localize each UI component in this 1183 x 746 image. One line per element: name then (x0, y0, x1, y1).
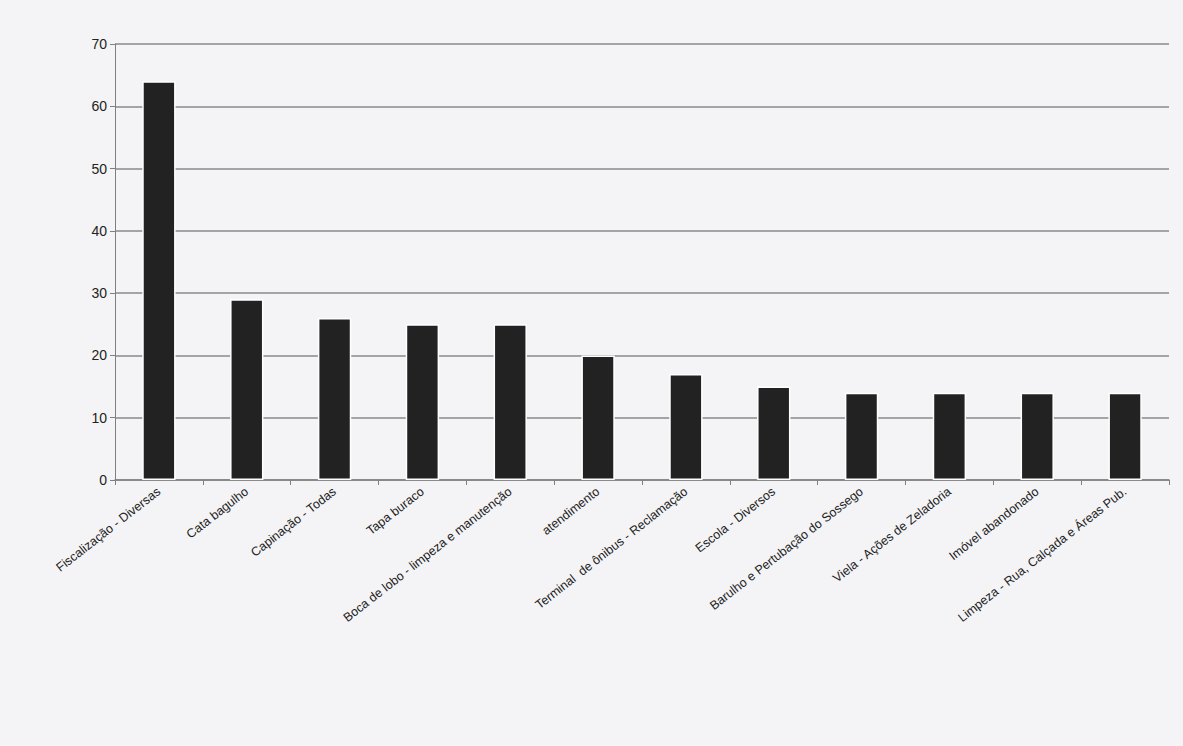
svg-text:30: 30 (91, 285, 107, 301)
svg-text:60: 60 (91, 98, 107, 114)
svg-text:Imóvel abandonado: Imóvel abandonado (946, 484, 1041, 563)
svg-text:atendimento: atendimento (540, 484, 603, 537)
svg-text:Viela - Ações de Zeladoria: Viela - Ações de Zeladoria (830, 484, 953, 585)
svg-text:Terminal de ônibus - Reclamaç: Terminal de ônibus - Reclamação (533, 484, 691, 611)
svg-text:10: 10 (91, 410, 107, 426)
svg-text:40: 40 (91, 223, 107, 239)
svg-text:0: 0 (99, 472, 107, 488)
svg-text:50: 50 (91, 161, 107, 177)
svg-text:Cata bagulho: Cata bagulho (184, 484, 251, 541)
svg-text:Fiscalização - Diversas: Fiscalização - Diversas (53, 484, 163, 574)
svg-text:Capinação - Todas: Capinação - Todas (248, 484, 339, 559)
svg-text:Boca de lobo - limpeza e manut: Boca de lobo - limpeza e manutenção (341, 484, 515, 624)
svg-text:Barulho e Pertubação do Sosseg: Barulho e Pertubação do Sossego (707, 484, 866, 612)
svg-text:20: 20 (91, 347, 107, 363)
svg-text:Tapa buraco: Tapa buraco (364, 484, 427, 537)
svg-text:Limpeza - Rua, Calçada e Áreas: Limpeza - Rua, Calçada e Áreas Pub. (955, 484, 1130, 625)
svg-text:70: 70 (91, 36, 107, 52)
svg-text:Escola - Diversos: Escola - Diversos (693, 484, 778, 555)
